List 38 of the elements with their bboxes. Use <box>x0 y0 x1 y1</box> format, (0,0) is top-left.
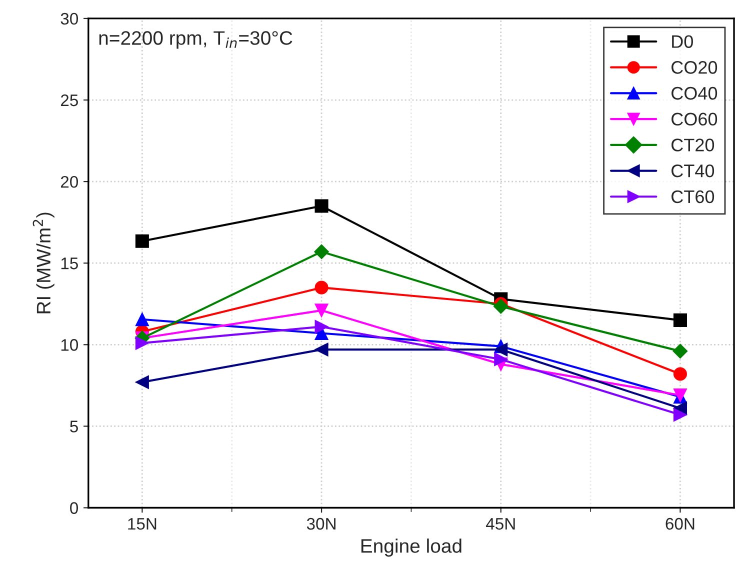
point <box>314 244 329 260</box>
point <box>135 312 149 326</box>
point <box>135 375 149 389</box>
x-tick-label: 60N <box>666 518 694 530</box>
y-tick-label: 0 <box>70 502 78 514</box>
x-tick-label: 45N <box>486 518 515 530</box>
y-tick-label: 15 <box>61 258 78 270</box>
point <box>314 199 328 213</box>
legend-label: CT60 <box>672 190 714 204</box>
legend-label: CO40 <box>672 86 718 100</box>
y-tick-label: 25 <box>60 94 78 106</box>
y-tick-label: 20 <box>60 176 78 188</box>
annotation: n=2200 rpm, T$_{in}$=30°C <box>99 31 292 49</box>
point <box>494 352 508 366</box>
point <box>673 313 687 327</box>
legend-label: D0 <box>672 35 693 48</box>
point <box>493 298 508 314</box>
y-tick-label: 5 <box>70 420 78 432</box>
point <box>494 342 508 356</box>
point <box>314 280 328 294</box>
x-axis-title: Engine load <box>361 538 462 557</box>
point <box>672 344 688 359</box>
y-axis-title: RI (MW/m$^{2}$) <box>32 212 54 314</box>
point <box>135 336 149 350</box>
point <box>314 342 328 356</box>
y-tick-label: 30 <box>60 12 78 25</box>
legend-label: CO20 <box>672 61 718 74</box>
legend-label: CT40 <box>672 164 714 178</box>
legend-label: CO60 <box>672 112 718 126</box>
point <box>314 304 328 318</box>
legend-label: CT20 <box>672 138 714 152</box>
point <box>673 408 687 422</box>
point <box>314 320 328 334</box>
y-tick-label: 10 <box>61 339 78 351</box>
x-tick-label: 30N <box>306 518 336 530</box>
x-tick-label: 15N <box>128 518 156 530</box>
point <box>135 234 149 248</box>
point <box>673 367 687 381</box>
